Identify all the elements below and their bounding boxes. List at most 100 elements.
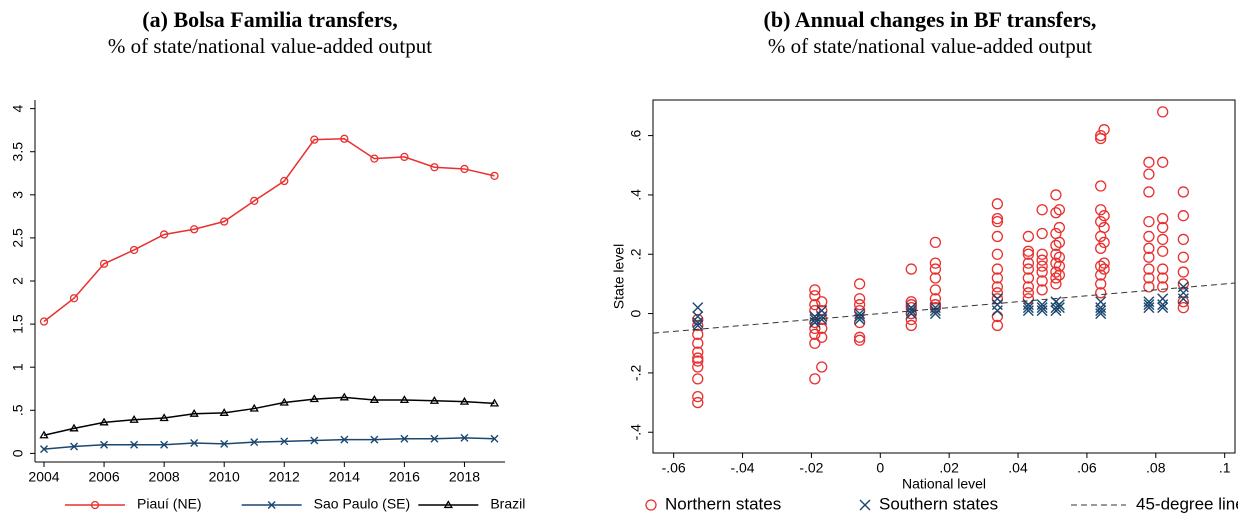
marker [1157, 233, 1169, 246]
legend-label: Sao Paulo (SE) [314, 496, 411, 512]
marker [1177, 296, 1189, 308]
marker [70, 442, 79, 451]
plot-frame [652, 99, 1236, 454]
marker [991, 305, 1003, 317]
marker [267, 501, 276, 509]
marker [692, 396, 704, 409]
y-tick-label: 2.5 [10, 228, 26, 248]
marker [1143, 263, 1155, 275]
marker [1177, 301, 1189, 314]
marker [1036, 204, 1048, 216]
x-tick-label: -.02 [799, 460, 823, 476]
marker [1157, 106, 1169, 118]
marker [929, 293, 942, 305]
marker [929, 272, 942, 284]
marker [809, 299, 821, 311]
marker [1095, 287, 1107, 299]
marker [853, 278, 866, 290]
marker [430, 434, 439, 443]
x-tick-label: -.06 [662, 460, 686, 476]
y-tick-label: .6 [628, 130, 644, 142]
marker [160, 440, 169, 449]
x-tick-label: 2010 [209, 469, 240, 485]
marker [1036, 266, 1048, 278]
marker [816, 314, 828, 326]
marker [854, 314, 866, 326]
x-tick-label: 2008 [149, 469, 180, 485]
chart-subtitle: % of state/national value-added output [768, 34, 1092, 58]
x-tick-label: 2014 [329, 469, 360, 485]
marker [39, 430, 49, 439]
marker [1143, 242, 1155, 254]
marker [816, 311, 828, 323]
line [43, 437, 495, 450]
marker [1157, 293, 1169, 305]
marker [1036, 302, 1048, 314]
marker [816, 361, 828, 373]
marker [1022, 281, 1035, 293]
marker [1095, 180, 1107, 192]
x-tick-label: .02 [939, 460, 959, 476]
marker [250, 438, 259, 447]
marker [460, 433, 469, 442]
marker [340, 435, 349, 444]
marker [1157, 245, 1169, 257]
marker [1098, 263, 1110, 275]
marker [1036, 254, 1048, 266]
marker [1095, 204, 1107, 216]
marker [1022, 302, 1034, 314]
marker [99, 259, 109, 268]
marker [809, 337, 821, 349]
marker [1177, 266, 1189, 278]
marker [220, 439, 229, 448]
marker [1095, 278, 1107, 290]
y-tick-label: 4 [10, 105, 26, 113]
y-tick-label: -.2 [628, 365, 644, 382]
legend-label: 45-degree line [1136, 494, 1238, 513]
chart-subtitle: % of state/national value-added output [108, 34, 432, 58]
x-tick-label: .06 [1077, 460, 1097, 476]
x-tick-label: 2006 [88, 469, 119, 485]
marker [489, 398, 500, 407]
marker [929, 305, 941, 317]
marker [692, 373, 704, 385]
marker [159, 230, 169, 239]
marker [1143, 299, 1155, 311]
y-tick-label: .5 [10, 404, 26, 416]
x-tick-label: .08 [1146, 460, 1166, 476]
marker [1098, 221, 1110, 234]
marker [1177, 210, 1189, 222]
marker [309, 394, 319, 403]
marker [280, 176, 289, 186]
marker [279, 397, 289, 406]
marker [991, 213, 1004, 225]
marker [1053, 299, 1065, 311]
legend-label: Southern states [879, 494, 998, 513]
marker [1036, 260, 1048, 272]
marker [809, 284, 821, 296]
marker [430, 163, 439, 172]
marker [692, 352, 704, 364]
marker [249, 403, 259, 412]
marker [1022, 263, 1035, 275]
marker [190, 225, 199, 234]
marker [991, 287, 1004, 299]
marker [400, 152, 409, 162]
marker [991, 215, 1004, 228]
marker [399, 395, 410, 404]
marker [429, 396, 440, 404]
marker [189, 408, 199, 417]
y-tick-label: .4 [628, 189, 644, 201]
y-tick-label: 1 [10, 363, 26, 371]
x-tick-label: 2004 [28, 469, 59, 485]
y-tick-label: 3.5 [10, 142, 26, 162]
x-tick-label: 2016 [389, 469, 420, 485]
marker [853, 331, 866, 343]
marker [816, 322, 828, 335]
marker [1098, 124, 1110, 136]
marker [929, 257, 942, 269]
y-tick-label: 1.5 [10, 314, 26, 334]
marker [1050, 189, 1062, 201]
marker [1036, 275, 1048, 287]
